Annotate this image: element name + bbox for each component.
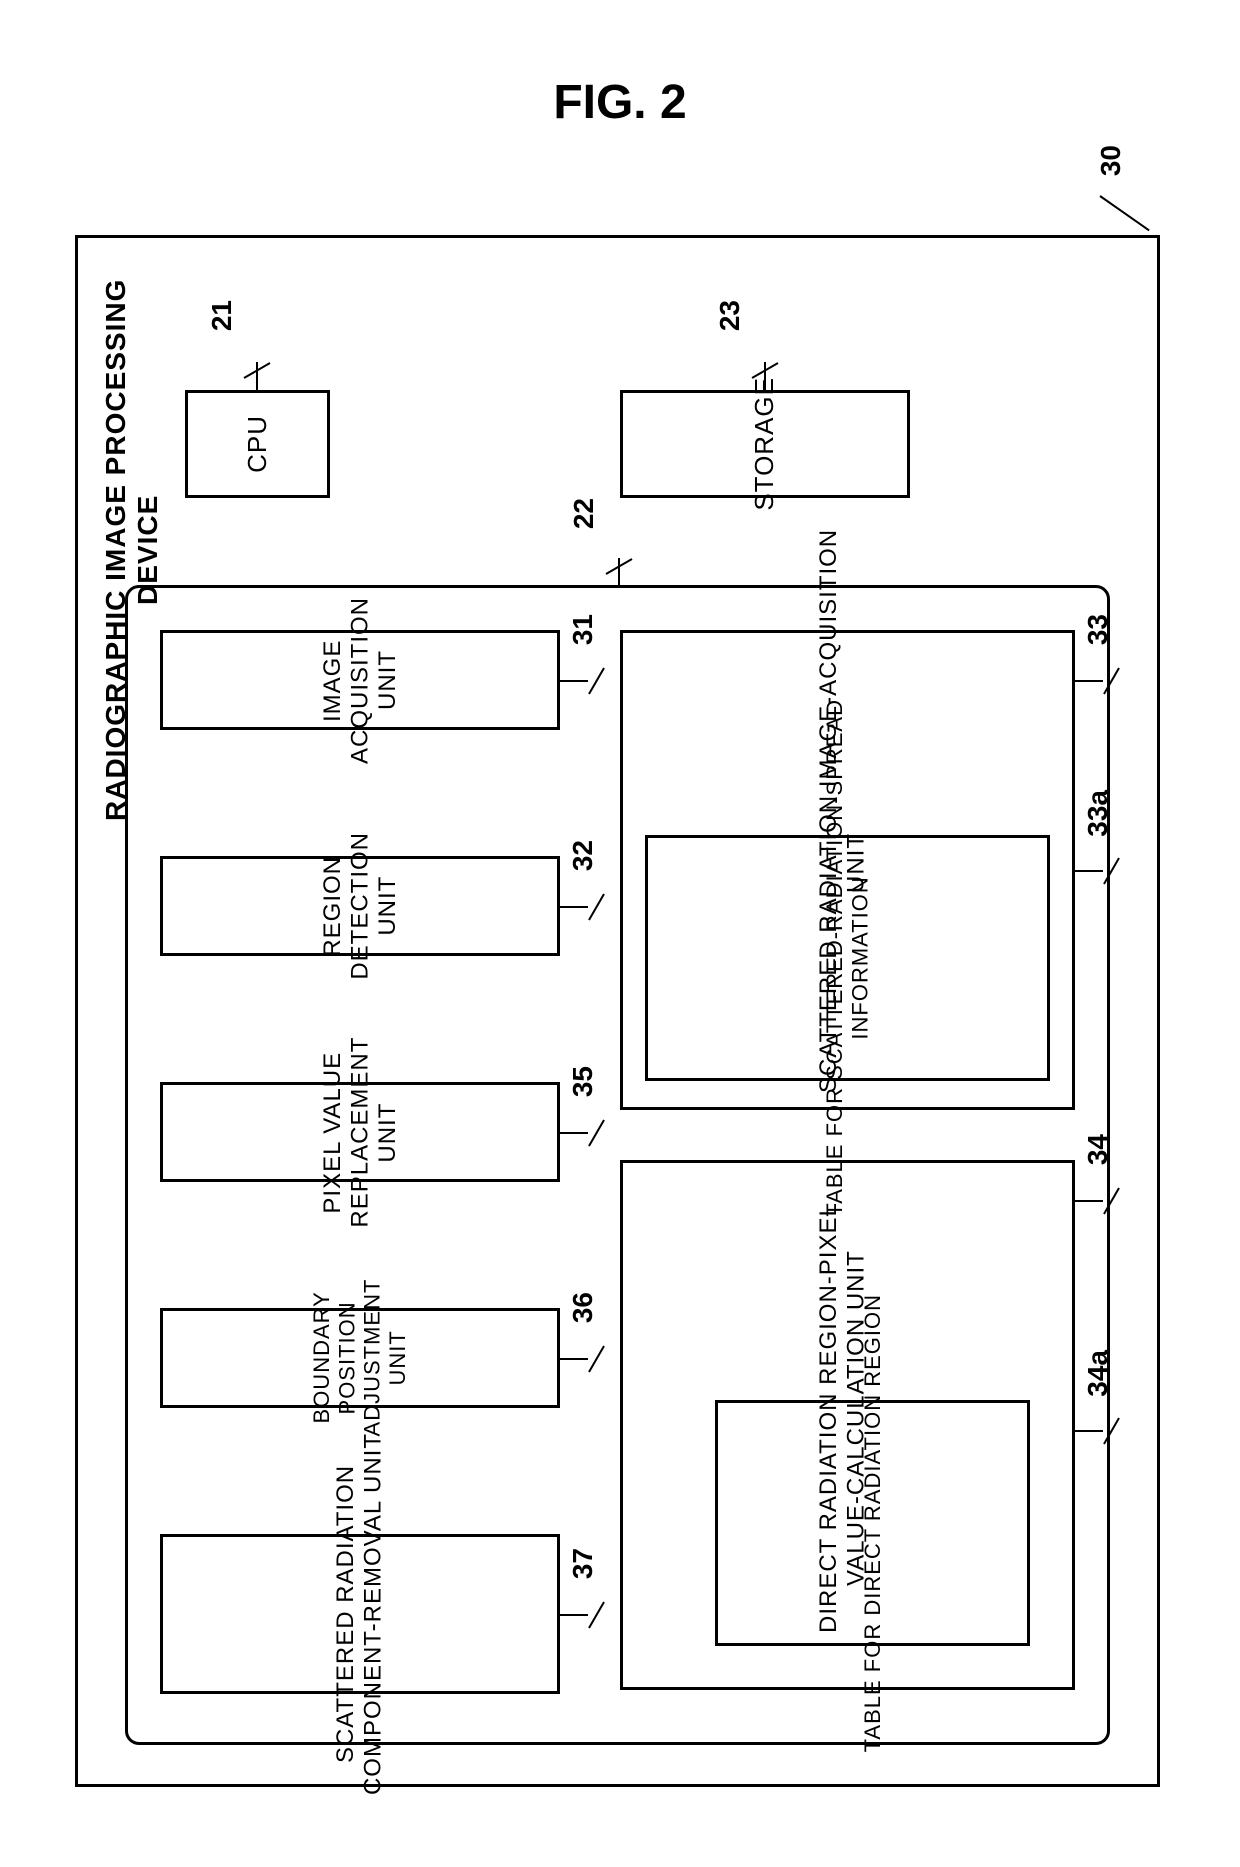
callout-34a <box>1075 1430 1103 1432</box>
ref-37: 37 <box>567 1548 599 1579</box>
unit-34a-box: TABLE FOR DIRECT RADIATION REGION <box>715 1400 1030 1646</box>
ref-31: 31 <box>567 614 599 645</box>
unit-33a-label: TABLE FOR SCATTERED-RADIATION-SPREAD INF… <box>822 699 873 1217</box>
unit-35-box: PIXEL VALUE REPLACEMENT UNIT <box>160 1082 560 1182</box>
callout-33 <box>1075 680 1103 682</box>
ref-35: 35 <box>567 1066 599 1097</box>
storage-box: STORAGE <box>620 390 910 498</box>
callout-30 <box>1099 195 1149 231</box>
ref-22: 22 <box>568 498 600 529</box>
ref-36: 36 <box>567 1292 599 1323</box>
unit-34a-label: TABLE FOR DIRECT RADIATION REGION <box>860 1294 885 1752</box>
ref-34: 34 <box>1082 1134 1114 1165</box>
callout-21 <box>256 362 258 390</box>
unit-31-label: IMAGE ACQUISITION UNIT <box>319 597 402 764</box>
callout-32 <box>560 906 588 908</box>
callout-23 <box>764 362 766 390</box>
ref-34a: 34a <box>1082 1350 1114 1397</box>
callout-33a <box>1075 870 1103 872</box>
callout-34 <box>1075 1200 1103 1202</box>
ref-33: 33 <box>1082 614 1114 645</box>
callout-36 <box>560 1358 588 1360</box>
callout-35 <box>560 1132 588 1134</box>
figure-title: FIG. 2 <box>0 75 1240 130</box>
unit-31-box: IMAGE ACQUISITION UNIT <box>160 630 560 730</box>
ref-21: 21 <box>206 300 238 331</box>
ref-30: 30 <box>1095 145 1127 176</box>
cpu-box: CPU <box>185 390 330 498</box>
ref-33a: 33a <box>1082 790 1114 837</box>
ref-32: 32 <box>567 840 599 871</box>
callout-22 <box>618 558 620 586</box>
unit-32-box: REGION DETECTION UNIT <box>160 856 560 956</box>
storage-label: STORAGE <box>750 377 780 511</box>
diagram-canvas: FIG. 2 RADIOGRAPHIC IMAGE PROCESSING DEV… <box>0 0 1240 1867</box>
ref-23: 23 <box>714 300 746 331</box>
unit-37-box: SCATTERED RADIATION COMPONENT-REMOVAL UN… <box>160 1534 560 1694</box>
unit-36-label: BOUNDARY POSITION ADJUSTMENT UNIT <box>309 1279 410 1436</box>
callout-37 <box>560 1614 588 1616</box>
unit-37-label: SCATTERED RADIATION COMPONENT-REMOVAL UN… <box>332 1433 387 1795</box>
unit-33a-box: TABLE FOR SCATTERED-RADIATION-SPREAD INF… <box>645 835 1050 1081</box>
callout-31 <box>560 680 588 682</box>
cpu-label: CPU <box>243 415 273 473</box>
unit-35-label: PIXEL VALUE REPLACEMENT UNIT <box>319 1037 402 1228</box>
unit-32-label: REGION DETECTION UNIT <box>319 832 402 980</box>
unit-36-box: BOUNDARY POSITION ADJUSTMENT UNIT <box>160 1308 560 1408</box>
